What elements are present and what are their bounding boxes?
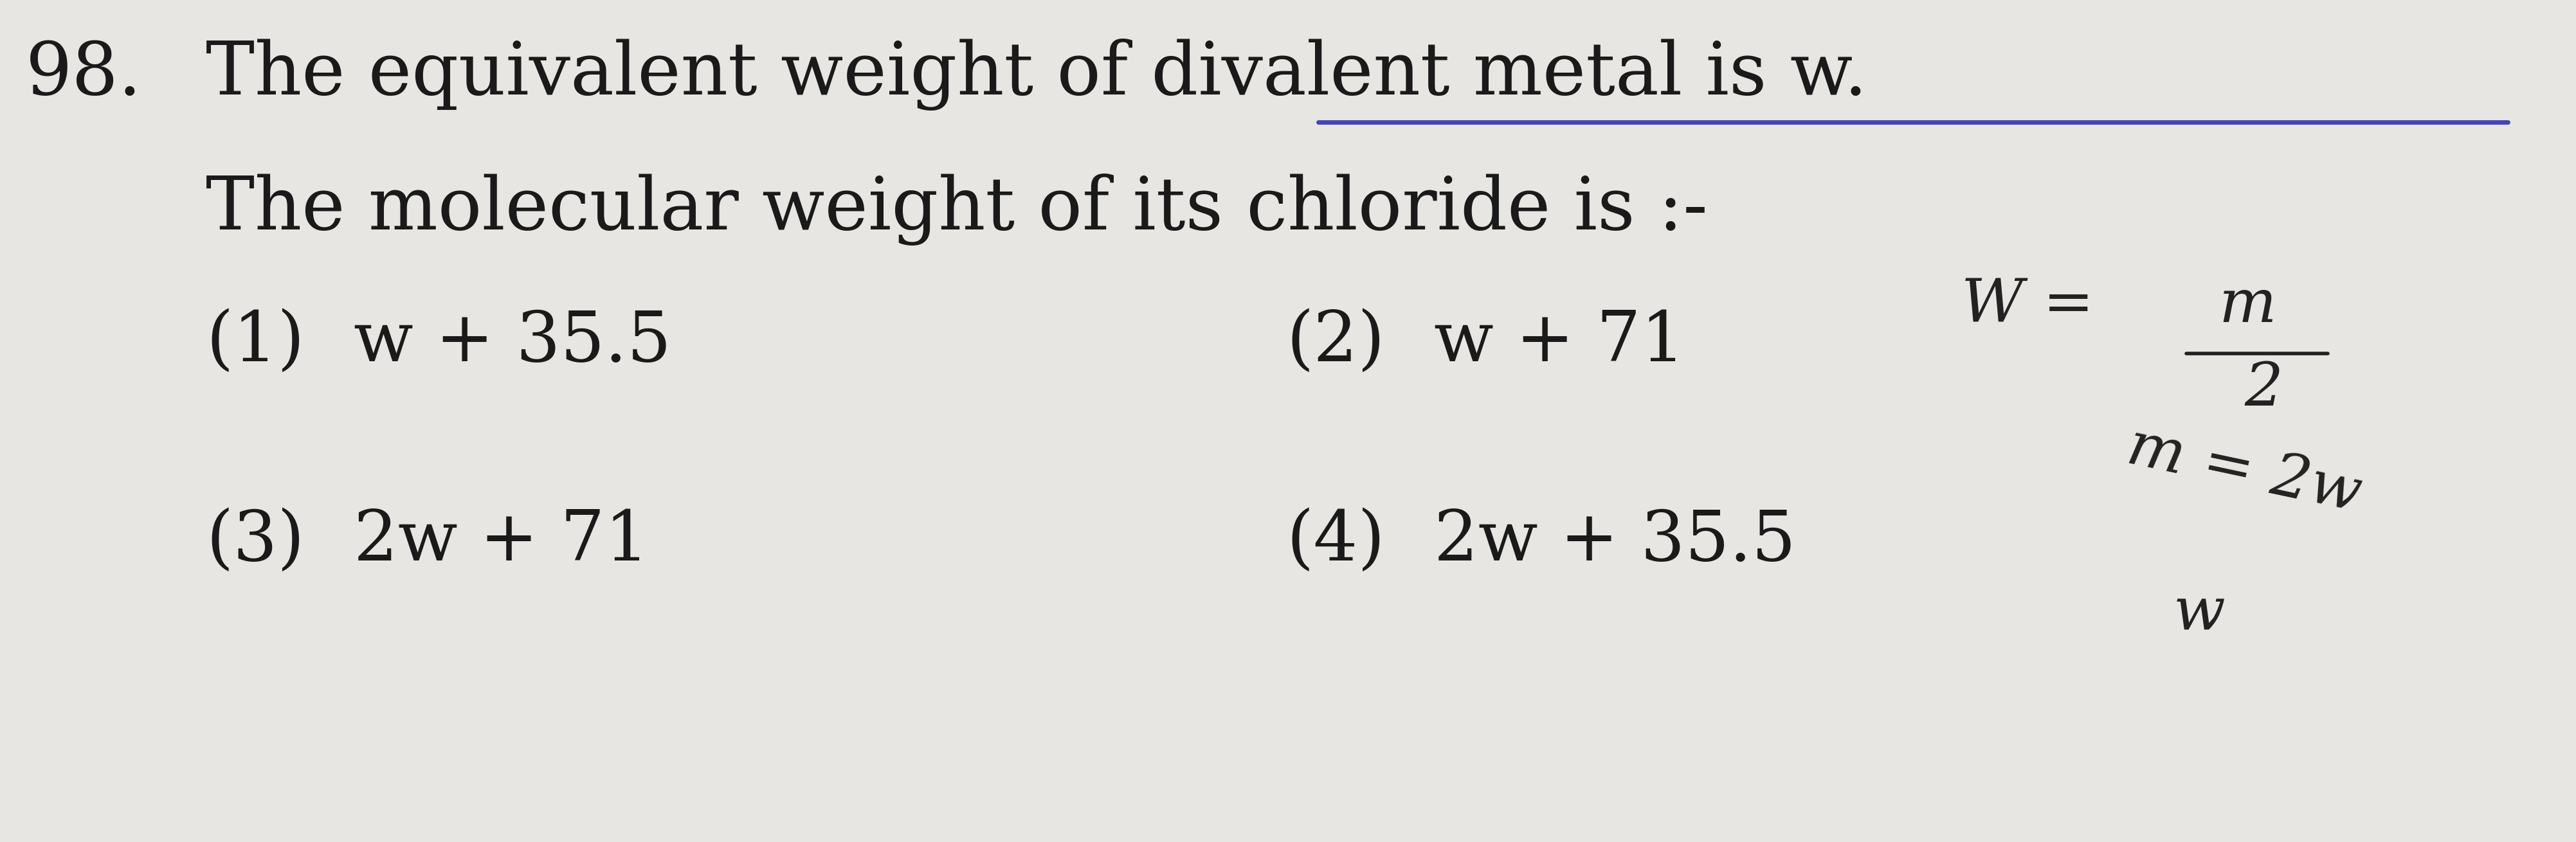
Text: m = 2w: m = 2w bbox=[2123, 418, 2367, 524]
Text: m: m bbox=[2218, 276, 2277, 334]
Text: (3): (3) bbox=[206, 508, 304, 575]
Text: w: w bbox=[2174, 585, 2226, 642]
Text: The molecular weight of its chloride is :-: The molecular weight of its chloride is … bbox=[206, 173, 1708, 246]
Text: (4): (4) bbox=[1285, 508, 1386, 575]
Text: The equivalent weight of divalent metal is w.: The equivalent weight of divalent metal … bbox=[206, 39, 1868, 110]
Text: 2w + 71: 2w + 71 bbox=[353, 508, 649, 575]
Text: W =: W = bbox=[1960, 276, 2094, 334]
Text: w + 35.5: w + 35.5 bbox=[353, 308, 672, 376]
Text: 2w + 35.5: 2w + 35.5 bbox=[1435, 508, 1795, 575]
Text: w + 71: w + 71 bbox=[1435, 308, 1685, 376]
Text: 2: 2 bbox=[2244, 360, 2282, 418]
Text: 98.: 98. bbox=[26, 39, 142, 109]
Text: (2): (2) bbox=[1285, 308, 1386, 376]
Text: (1): (1) bbox=[206, 308, 304, 376]
